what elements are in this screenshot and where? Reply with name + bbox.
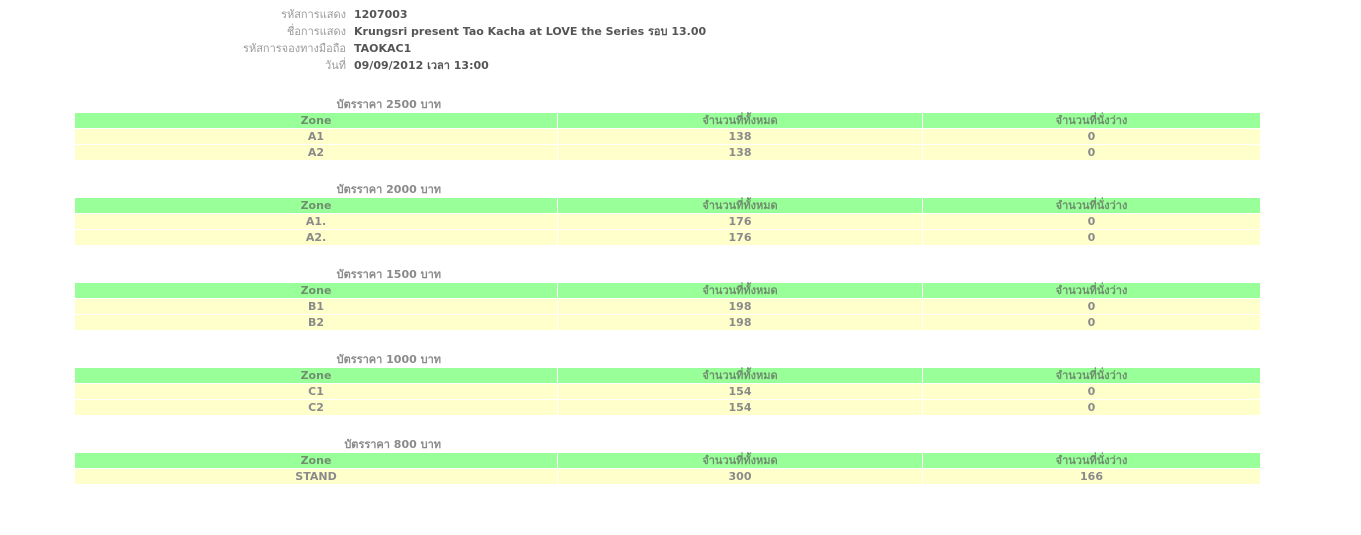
zone-header: Zone <box>74 367 558 384</box>
seat-table: Zone จำนวนที่ทั้งหมด จำนวนที่นั่งว่าง ST… <box>74 452 1261 485</box>
available-cell: 0 <box>922 128 1261 145</box>
available-header: จำนวนที่นั่งว่าง <box>922 282 1261 299</box>
available-cell: 0 <box>922 298 1261 315</box>
table-header-row: Zone จำนวนที่ทั้งหมด จำนวนที่นั่งว่าง <box>74 367 1261 384</box>
total-cell: 300 <box>557 468 923 485</box>
show-date-value: 09/09/2012 เวลา 13:00 <box>354 59 489 72</box>
available-cell: 0 <box>922 383 1261 400</box>
available-cell: 0 <box>922 213 1261 230</box>
table-row: A1 138 0 <box>74 128 1261 145</box>
zone-cell: A1. <box>74 213 558 230</box>
available-header: จำนวนที่นั่งว่าง <box>922 112 1261 129</box>
available-cell: 166 <box>922 468 1261 485</box>
available-cell: 0 <box>922 314 1261 331</box>
table-row: A2. 176 0 <box>74 229 1261 246</box>
available-cell: 0 <box>922 229 1261 246</box>
available-header: จำนวนที่นั่งว่าง <box>922 367 1261 384</box>
zone-header: Zone <box>74 452 558 469</box>
seat-table: Zone จำนวนที่ทั้งหมด จำนวนที่นั่งว่าง C1… <box>74 367 1261 416</box>
price-caption: บัตรราคา 1500 บาท <box>336 268 441 281</box>
total-cell: 198 <box>557 298 923 315</box>
total-cell: 198 <box>557 314 923 331</box>
table-header-row: Zone จำนวนที่ทั้งหมด จำนวนที่นั่งว่าง <box>74 197 1261 214</box>
price-caption: บัตรราคา 800 บาท <box>344 438 441 451</box>
zone-cell: C1 <box>74 383 558 400</box>
table-row: A2 138 0 <box>74 144 1261 161</box>
total-cell: 176 <box>557 213 923 230</box>
table-row: C1 154 0 <box>74 383 1261 400</box>
table-row: A1. 176 0 <box>74 213 1261 230</box>
zone-cell: C2 <box>74 399 558 416</box>
table-header-row: Zone จำนวนที่ทั้งหมด จำนวนที่นั่งว่าง <box>74 452 1261 469</box>
table-row: C2 154 0 <box>74 399 1261 416</box>
price-caption: บัตรราคา 1000 บาท <box>336 353 441 366</box>
zone-cell: B2 <box>74 314 558 331</box>
zone-cell: B1 <box>74 298 558 315</box>
seat-table: Zone จำนวนที่ทั้งหมด จำนวนที่นั่งว่าง B1… <box>74 282 1261 331</box>
zone-header: Zone <box>74 282 558 299</box>
total-header: จำนวนที่ทั้งหมด <box>557 367 923 384</box>
show-name-label: ชื่อการแสดง <box>286 25 346 38</box>
show-name-value: Krungsri present Tao Kacha at LOVE the S… <box>354 25 707 38</box>
available-header: จำนวนที่นั่งว่าง <box>922 452 1261 469</box>
mobile-booking-code-value: TAOKAC1 <box>354 42 412 55</box>
zone-header: Zone <box>74 112 558 129</box>
show-code-value: 1207003 <box>354 8 408 21</box>
available-cell: 0 <box>922 399 1261 416</box>
total-header: จำนวนที่ทั้งหมด <box>557 282 923 299</box>
total-cell: 176 <box>557 229 923 246</box>
price-caption: บัตรราคา 2500 บาท <box>336 98 441 111</box>
total-cell: 154 <box>557 399 923 416</box>
total-cell: 154 <box>557 383 923 400</box>
show-code-label: รหัสการแสดง <box>281 8 346 21</box>
total-cell: 138 <box>557 128 923 145</box>
price-caption: บัตรราคา 2000 บาท <box>336 183 441 196</box>
table-header-row: Zone จำนวนที่ทั้งหมด จำนวนที่นั่งว่าง <box>74 112 1261 129</box>
table-row: B1 198 0 <box>74 298 1261 315</box>
table-row: STAND 300 166 <box>74 468 1261 485</box>
show-date-label: วันที่ <box>325 59 346 72</box>
total-header: จำนวนที่ทั้งหมด <box>557 452 923 469</box>
zone-cell: A1 <box>74 128 558 145</box>
zone-header: Zone <box>74 197 558 214</box>
zone-cell: A2. <box>74 229 558 246</box>
total-cell: 138 <box>557 144 923 161</box>
total-header: จำนวนที่ทั้งหมด <box>557 112 923 129</box>
zone-cell: STAND <box>74 468 558 485</box>
total-header: จำนวนที่ทั้งหมด <box>557 197 923 214</box>
table-row: B2 198 0 <box>74 314 1261 331</box>
mobile-booking-code-label: รหัสการจองทางมือถือ <box>243 42 346 55</box>
seat-table: Zone จำนวนที่ทั้งหมด จำนวนที่นั่งว่าง A1… <box>74 112 1261 161</box>
available-header: จำนวนที่นั่งว่าง <box>922 197 1261 214</box>
seat-table: Zone จำนวนที่ทั้งหมด จำนวนที่นั่งว่าง A1… <box>74 197 1261 246</box>
table-header-row: Zone จำนวนที่ทั้งหมด จำนวนที่นั่งว่าง <box>74 282 1261 299</box>
zone-cell: A2 <box>74 144 558 161</box>
available-cell: 0 <box>922 144 1261 161</box>
